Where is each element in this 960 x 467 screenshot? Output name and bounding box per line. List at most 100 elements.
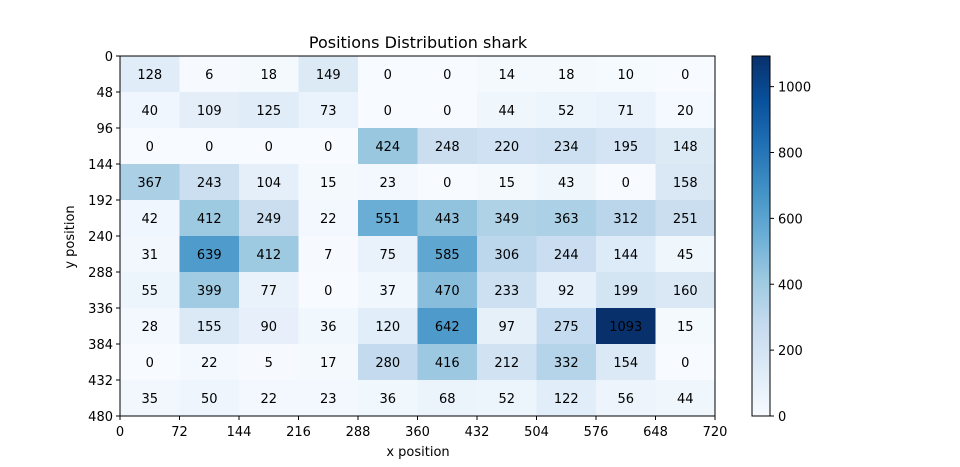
cell-value-label: 0 (146, 140, 154, 155)
y-tick-label: 240 (88, 230, 113, 245)
colorbar-ticks: 0 200 400 600 800 1000 (770, 81, 811, 425)
heatmap-cell (298, 236, 359, 273)
heatmap-cell (417, 92, 478, 129)
cell-value-label: 551 (375, 212, 400, 227)
heatmap-cell (417, 164, 478, 201)
chart-title: Positions Distribution shark (309, 33, 528, 52)
cell-value-label: 1093 (609, 320, 642, 335)
cell-value-label: 97 (498, 320, 515, 335)
heatmap-cell (298, 308, 359, 345)
x-axis-label: x position (386, 445, 449, 460)
cell-value-label: 470 (435, 284, 460, 299)
cell-value-label: 44 (677, 392, 694, 407)
cell-value-label: 36 (320, 320, 337, 335)
cell-value-label: 17 (320, 356, 337, 371)
heatmap-cell (298, 380, 359, 417)
cell-value-label: 18 (260, 68, 277, 83)
cell-value-label: 220 (494, 140, 519, 155)
cell-value-label: 0 (384, 104, 392, 119)
heatmap-cell (655, 272, 716, 309)
cell-value-label: 412 (256, 248, 281, 263)
cell-value-label: 5 (265, 356, 273, 371)
heatmap-cell (358, 308, 418, 345)
heatmap-cell (596, 236, 656, 273)
heatmap-cell (239, 164, 299, 201)
cell-value-label: 122 (554, 392, 579, 407)
heatmap-cell (596, 92, 656, 129)
cell-value-label: 585 (435, 248, 460, 263)
heatmap-cell (179, 56, 240, 93)
cell-value-label: 148 (673, 140, 698, 155)
cell-value-label: 44 (498, 104, 515, 119)
heatmap-cell (536, 128, 597, 165)
x-tick-label: 648 (643, 425, 668, 440)
heatmap-cell (120, 200, 180, 237)
heatmap-cell (179, 164, 240, 201)
heatmap-cell (417, 380, 478, 417)
cell-value-label: 0 (324, 284, 332, 299)
cell-value-label: 639 (197, 248, 222, 263)
cell-value-label: 90 (260, 320, 277, 335)
heatmap-cell (298, 92, 359, 129)
cell-value-label: 10 (617, 68, 634, 83)
cell-value-label: 0 (681, 68, 689, 83)
cell-value-label: 280 (375, 356, 400, 371)
x-tick-label: 72 (171, 425, 188, 440)
cell-value-label: 212 (494, 356, 519, 371)
cell-value-label: 144 (613, 248, 638, 263)
heatmap-cell (239, 272, 299, 309)
cell-value-label: 243 (197, 176, 222, 191)
cell-value-label: 275 (554, 320, 579, 335)
x-tick-label: 360 (405, 425, 430, 440)
cell-value-label: 0 (324, 140, 332, 155)
cell-value-label: 73 (320, 104, 337, 119)
heatmap-cell (655, 164, 716, 201)
colorbar-frame (751, 55, 771, 417)
y-tick-label: 96 (96, 122, 113, 137)
heatmap-cell (298, 128, 359, 165)
cell-value-label: 416 (435, 356, 460, 371)
heatmap-cell (239, 200, 299, 237)
cell-value-label: 23 (379, 176, 396, 191)
heatmap-cell (358, 344, 418, 381)
heatmap-cell (477, 272, 537, 309)
heatmap-cell (655, 236, 716, 273)
cell-value-label: 37 (379, 284, 396, 299)
heatmap-cell (179, 128, 240, 165)
x-tick-label: 576 (584, 425, 609, 440)
cell-value-label: 149 (316, 68, 341, 83)
heatmap-cell (655, 56, 716, 93)
heatmap-cell (358, 92, 418, 129)
heatmap-cell (239, 308, 299, 345)
heatmap-cell (120, 380, 180, 417)
heatmap-cell (120, 128, 180, 165)
heatmap-cell (239, 128, 299, 165)
y-tick-label: 144 (88, 158, 113, 173)
cell-value-label: 0 (146, 356, 154, 371)
cell-value-label: 6 (205, 68, 213, 83)
heatmap-cell (120, 164, 180, 201)
cell-value-label: 443 (435, 212, 460, 227)
heatmap-cell (477, 164, 537, 201)
heatmap-cell (655, 92, 716, 129)
x-tick-label: 720 (703, 425, 728, 440)
y-tick-label: 288 (88, 266, 113, 281)
heatmap-cell (596, 344, 656, 381)
cell-value-labels: 128 6 18 149 0 0 14 18 10 040 109 125 73 0 0 44 52 71 200 0… (137, 68, 697, 407)
y-axis-ticks: 0 48 96 144 192 240 288 336 384 432 480 (88, 50, 120, 425)
heatmap-cell (239, 344, 299, 381)
heatmap-cell (536, 56, 597, 93)
heatmap-cell (298, 200, 359, 237)
y-tick-label: 48 (96, 86, 113, 101)
cell-value-label: 15 (320, 176, 337, 191)
cell-value-label: 52 (498, 392, 515, 407)
heatmap-cell (358, 200, 418, 237)
cell-value-label: 56 (617, 392, 634, 407)
cell-value-label: 367 (137, 176, 162, 191)
colorbar-tick-label: 800 (778, 147, 803, 162)
heatmap-cell (536, 308, 597, 345)
heatmap-cell (536, 344, 597, 381)
cell-value-label: 20 (677, 104, 694, 119)
cell-value-label: 363 (554, 212, 579, 227)
cell-value-label: 0 (265, 140, 273, 155)
